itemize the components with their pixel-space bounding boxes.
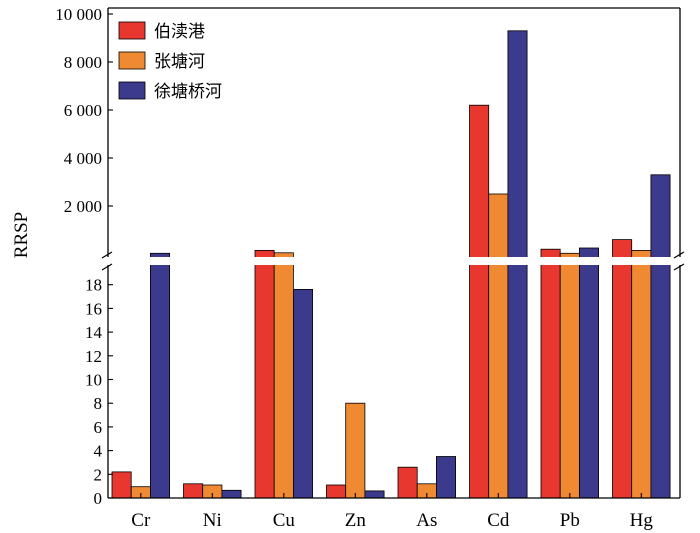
y-tick-label: 10 000 bbox=[55, 5, 102, 24]
legend-label: 徐塘桥河 bbox=[154, 82, 222, 102]
bar-伯渎港-Pb bbox=[540, 248, 561, 499]
plot-frame bbox=[101, 7, 686, 499]
y-tick-label: 10 bbox=[85, 371, 102, 390]
bar-徐塘桥河-As bbox=[435, 456, 456, 499]
y-tick-label: 4 bbox=[94, 442, 103, 461]
bars-group bbox=[111, 30, 671, 499]
bar-伯渎港-Cd bbox=[469, 104, 490, 499]
legend-label: 张塘河 bbox=[154, 52, 205, 72]
x-category-label: Pb bbox=[560, 510, 580, 531]
bar-伯渎港-Cr bbox=[111, 471, 132, 499]
bar-伯渎港-Zn bbox=[326, 484, 347, 499]
axis-break-band bbox=[102, 257, 686, 265]
break-mark-left-2 bbox=[101, 263, 113, 271]
y-tick-label: 2 bbox=[94, 465, 103, 484]
bar-张塘河-Cd bbox=[488, 193, 509, 499]
y-tick-label: 8 bbox=[94, 394, 103, 413]
x-category-label: Cu bbox=[273, 510, 296, 531]
break-mark-right-1 bbox=[673, 251, 685, 259]
x-category-label: Zn bbox=[345, 510, 367, 531]
break-mark-right-2 bbox=[673, 263, 685, 271]
y-tick-label: 14 bbox=[85, 323, 103, 342]
y-tick-label: 12 bbox=[85, 347, 102, 366]
legend-swatch bbox=[118, 21, 146, 40]
bar-张塘河-Pb bbox=[559, 252, 580, 499]
y-tick-label: 0 bbox=[94, 489, 103, 508]
bar-徐塘桥河-Cu bbox=[292, 288, 313, 499]
y-tick-label: 4 000 bbox=[64, 149, 102, 168]
legend-swatch bbox=[118, 81, 146, 100]
bar-伯渎港-Ni bbox=[183, 483, 204, 499]
bar-徐塘桥河-Pb bbox=[579, 247, 600, 499]
bar-伯渎港-Cu bbox=[254, 249, 275, 499]
y-axis-title: RRSP bbox=[11, 212, 32, 258]
x-category-label: Hg bbox=[630, 510, 654, 531]
y-axis-ticks: 0 2 4 6 8 10 12 14 16 18 2 000 4 000 6 000 8 000 10 00… bbox=[55, 5, 113, 508]
bar-徐塘桥河-Ni bbox=[221, 489, 242, 499]
x-axis-category-labels: Cr Ni Cu Zn As Cd Pb Hg bbox=[131, 493, 653, 531]
bar-徐塘桥河-Cr bbox=[149, 252, 170, 499]
break-mark-left-1 bbox=[101, 251, 113, 259]
bar-张塘河-Zn bbox=[345, 402, 366, 499]
x-category-label: Ni bbox=[203, 510, 222, 531]
bar-徐塘桥河-Zn bbox=[364, 490, 385, 499]
legend-label: 伯渎港 bbox=[154, 22, 205, 42]
y-tick-label: 6 000 bbox=[64, 101, 102, 120]
y-tick-label: 6 bbox=[94, 418, 103, 437]
bar-张塘河-Hg bbox=[631, 249, 652, 499]
bar-伯渎港-As bbox=[397, 466, 418, 499]
y-tick-label: 2 000 bbox=[64, 197, 102, 216]
y-tick-label: 8 000 bbox=[64, 53, 102, 72]
legend-swatch bbox=[118, 51, 146, 70]
bar-徐塘桥河-Hg bbox=[650, 174, 671, 499]
x-category-label: Cr bbox=[131, 510, 151, 531]
bar-张塘河-Cu bbox=[273, 252, 294, 499]
bar-伯渎港-Hg bbox=[612, 239, 633, 499]
x-category-label: Cd bbox=[487, 510, 510, 531]
y-tick-label: 16 bbox=[85, 299, 102, 318]
x-category-label: As bbox=[416, 510, 437, 531]
y-tick-label: 18 bbox=[85, 276, 102, 295]
